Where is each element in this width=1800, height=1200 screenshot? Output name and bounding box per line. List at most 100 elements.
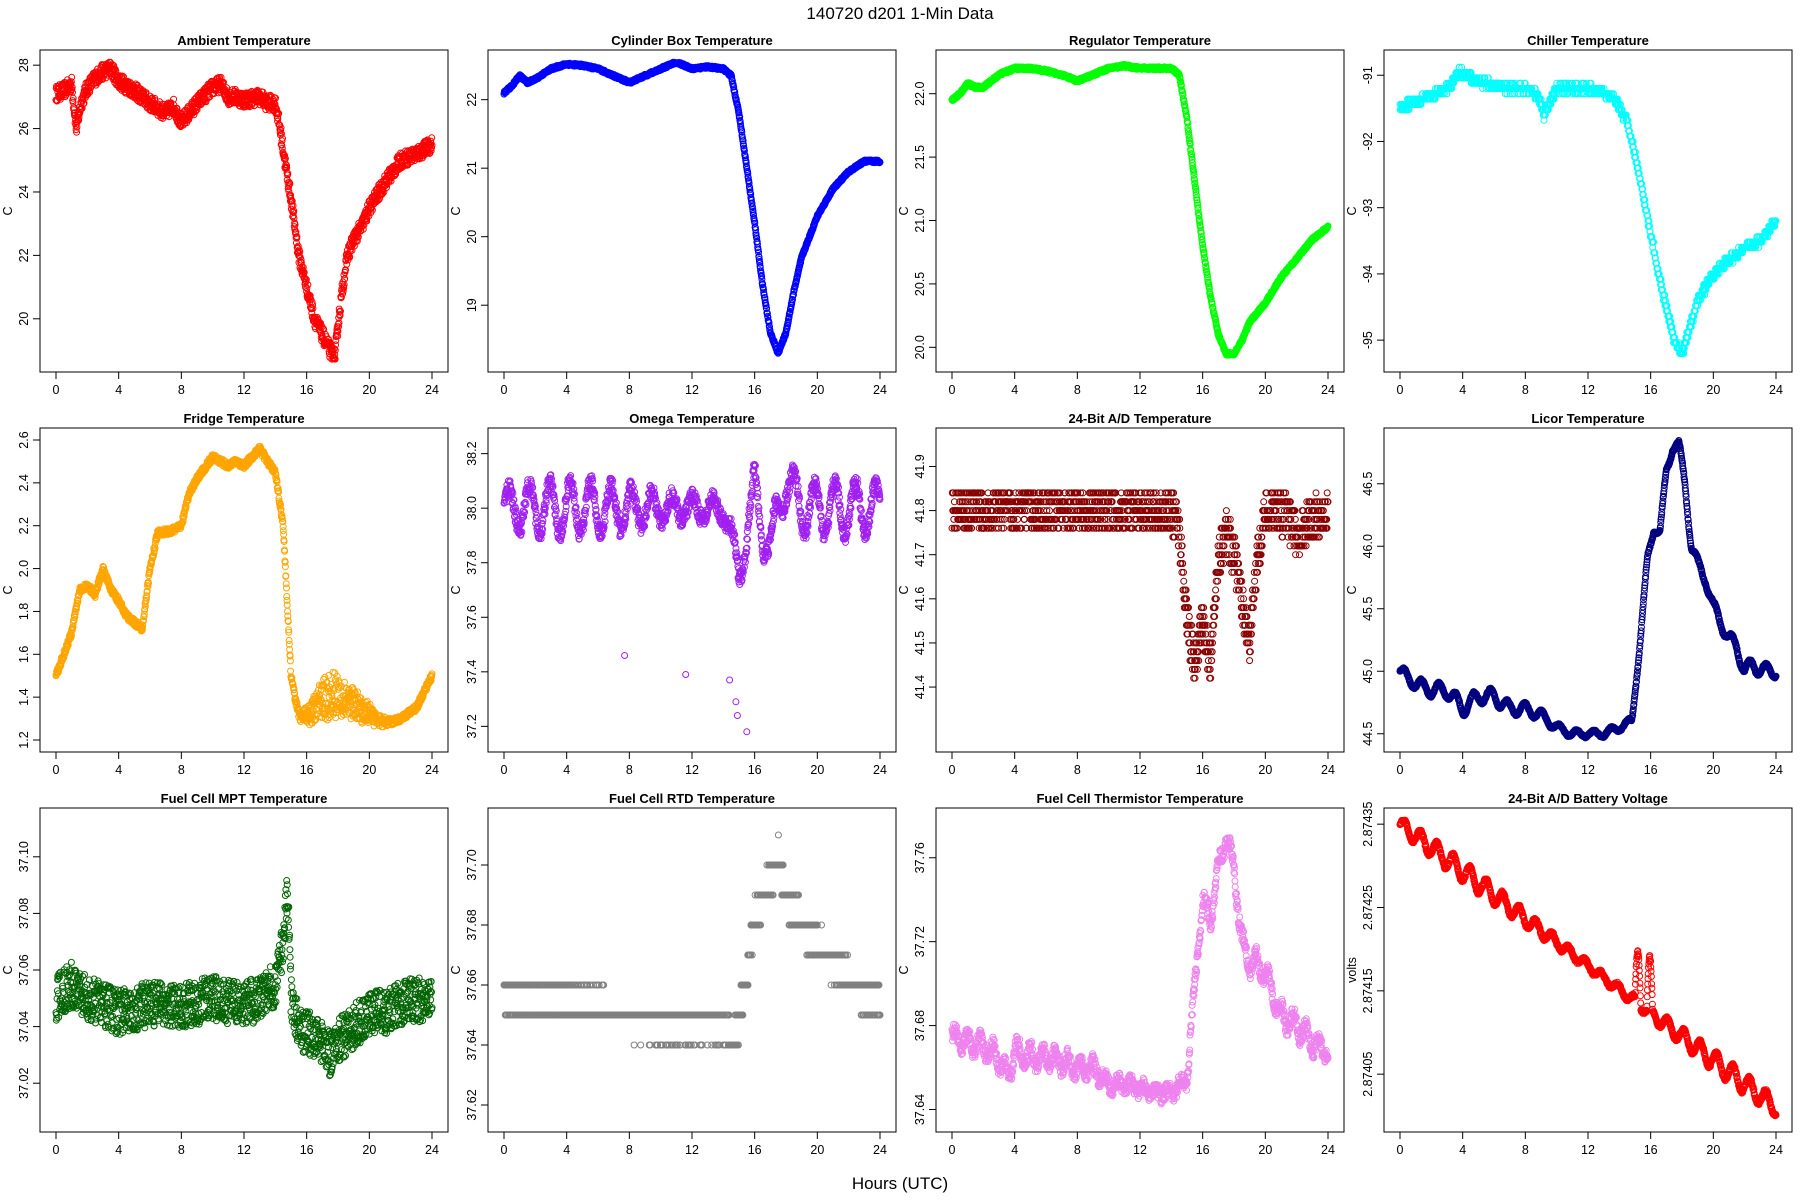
data-point [335,323,342,331]
data-point [73,128,81,136]
x-tick-label: 8 [1074,383,1081,397]
x-axis: 0 4 8 12 16 20 24 [1397,371,1783,397]
x-tick-label: 20 [1706,383,1720,397]
x-tick-label: 16 [748,383,762,397]
data-point [337,307,344,315]
chart-title: Cylinder Box Temperature [611,33,773,48]
data-point [332,337,340,344]
data-point [337,294,345,302]
x-tick-label: 16 [300,383,314,397]
x-tick-label: 4 [1459,383,1466,397]
data-point [306,292,314,300]
data-point [275,109,283,117]
y-axis-label: C [449,206,463,215]
y-tick-label: 28 [17,58,31,72]
data-point [263,93,271,101]
x-tick-label: 20 [362,383,376,397]
data-point [359,225,367,233]
y-tick-label: 22 [17,248,31,262]
data-point [286,180,294,188]
data-point [290,207,298,215]
data-point [86,88,94,96]
x-tick-label: 0 [1397,383,1404,397]
data-point [332,341,340,349]
x-tick-label: 12 [1133,383,1147,397]
data-point [190,111,198,119]
data-point [277,141,285,149]
y-tick-label: -92 [1361,132,1375,150]
data-point [288,197,296,205]
y-tick-label: 24 [17,185,31,199]
y-tick-label: 20.0 [913,335,927,359]
data-point [223,84,231,92]
x-tick-label: 12 [237,383,251,397]
data-series [948,60,1332,359]
data-point [339,287,347,295]
data-point [279,134,286,142]
data-point [354,233,362,241]
data-point [340,284,348,292]
data-point [299,263,307,271]
y-tick-label: -95 [1361,331,1375,349]
data-point [79,100,87,108]
data-point [343,260,351,268]
data-point [344,252,352,260]
x-axis: 0 4 8 12 16 20 24 [53,371,439,397]
x-tick-label: 24 [1769,383,1783,397]
y-tick-label: 19 [465,298,479,312]
x-tick-label: 24 [873,383,887,397]
data-point [309,301,317,309]
data-point [334,332,342,340]
data-point [173,104,181,112]
x-tick-label: 12 [1581,383,1595,397]
x-tick-label: 0 [53,383,60,397]
y-tick-label: 21 [465,161,479,175]
data-point [297,259,305,267]
x-tick-label: 0 [949,383,956,397]
y-tick-label: -91 [1361,66,1375,84]
data-point [68,73,76,81]
data-point [295,249,302,257]
y-tick-label: 21.0 [913,208,927,232]
data-point [334,327,342,335]
y-axis: -95-94-93-92-91 [1361,66,1385,349]
figure-title: 140720 d201 1-Min Data [806,4,994,23]
data-point [99,75,106,83]
x-tick-label: 12 [685,383,699,397]
data-point [331,355,339,363]
plot-frame [935,49,1345,373]
data-point [272,94,279,102]
x-tick-label: 8 [626,383,633,397]
data-point [289,202,297,210]
x-tick-label: 24 [425,383,439,397]
y-tick-label: -93 [1361,199,1375,217]
data-point [291,221,299,228]
y-tick-label: 20 [465,230,479,244]
data-series [52,58,436,363]
data-point [278,144,286,152]
chart-title: Regulator Temperature [1069,33,1211,48]
data-point [278,137,286,145]
y-tick-label: 20 [17,312,31,326]
data-point [151,94,159,102]
chart-title: Ambient Temperature [177,33,310,48]
x-tick-label: 16 [1196,383,1210,397]
data-point [285,181,293,189]
x-tick-label: 8 [178,383,185,397]
plot-frame [1383,49,1793,373]
data-series [500,58,884,357]
data-point [75,113,83,121]
x-axis: 0 4 8 12 16 20 24 [501,371,887,397]
data-point [293,233,301,241]
data-point [335,319,343,327]
y-axis-label: C [897,206,911,215]
data-point [304,281,312,289]
data-point [353,237,361,245]
data-point [281,152,289,159]
x-tick-label: 0 [501,383,508,397]
